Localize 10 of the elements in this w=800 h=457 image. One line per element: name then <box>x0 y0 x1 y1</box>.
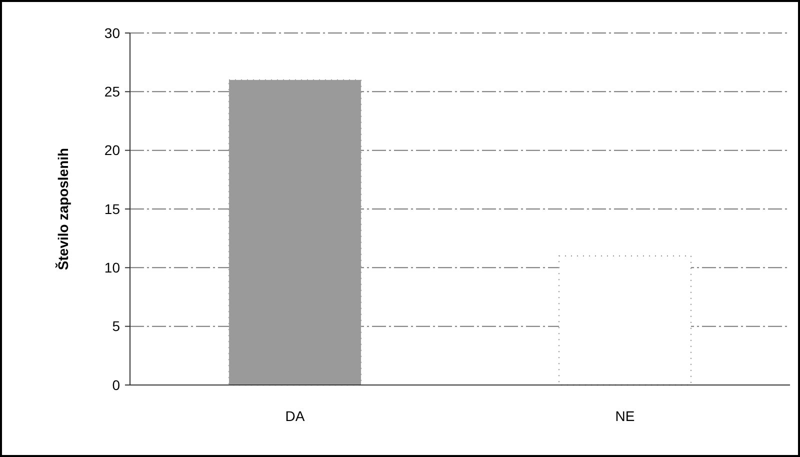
x-tick-label: NE <box>615 408 635 424</box>
y-tick-label: 5 <box>112 318 120 334</box>
y-tick-label: 15 <box>104 200 120 217</box>
y-tick-label: 25 <box>104 84 120 100</box>
y-tick-label: 20 <box>104 142 120 158</box>
y-tick-label: 10 <box>104 260 120 276</box>
x-tick-label: DA <box>285 408 306 424</box>
y-tick-label: 30 <box>104 24 120 41</box>
y-axis-title: Število zaposlenih <box>55 148 71 270</box>
y-tick-label: 0 <box>112 376 120 393</box>
